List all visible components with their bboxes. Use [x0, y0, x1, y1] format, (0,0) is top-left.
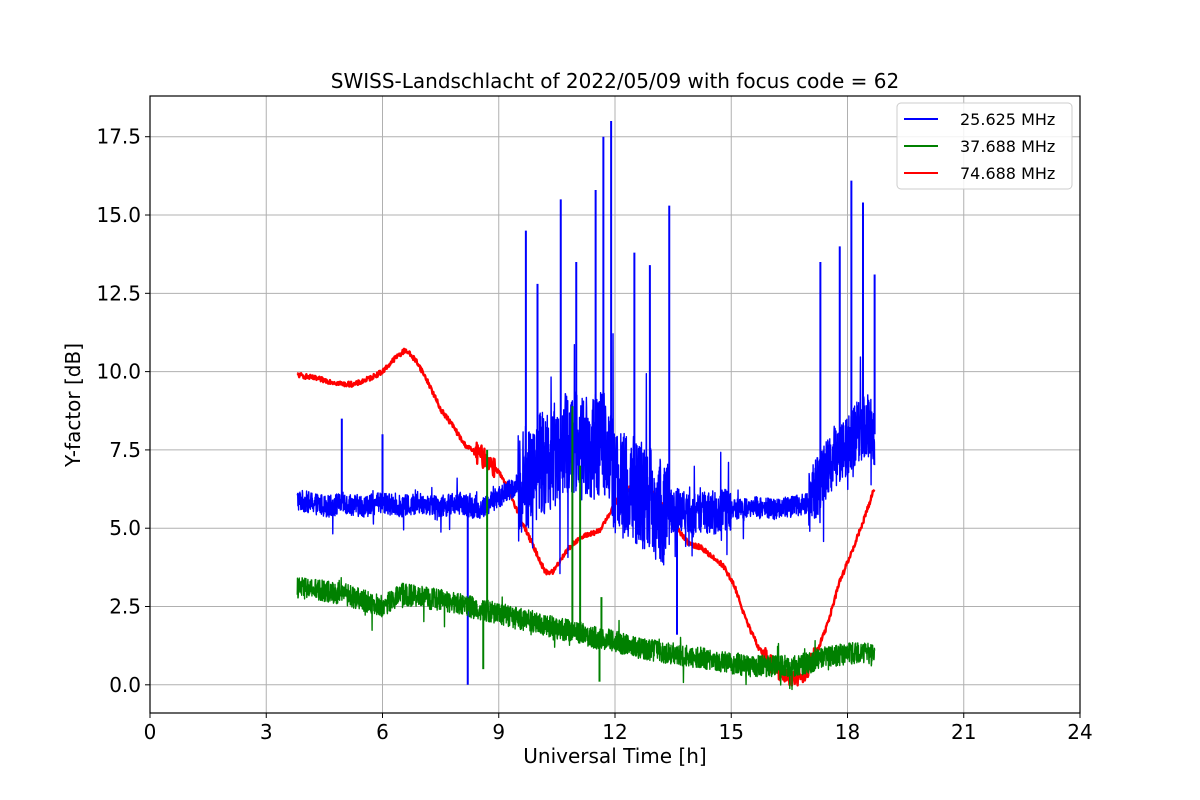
y-tick-label: 12.5	[96, 281, 141, 305]
y-tick-label: 2.5	[109, 595, 141, 619]
x-tick-label: 21	[951, 720, 976, 744]
legend-label: 37.688 MHz	[960, 137, 1055, 156]
y-tick-label: 10.0	[96, 360, 141, 384]
legend-label: 25.625 MHz	[960, 110, 1055, 129]
legend-label: 74.688 MHz	[960, 164, 1055, 183]
legend: 25.625 MHz 37.688 MHz 74.688 MHz	[896, 102, 1073, 190]
y-tick-label: 17.5	[96, 125, 141, 149]
chart-title: SWISS-Landschlacht of 2022/05/09 with fo…	[331, 69, 899, 93]
x-tick-label: 24	[1067, 720, 1092, 744]
ticks: 0 3 6 9 12 15 18 21 24 0.0 2.5 5.0 7.5 10.0 12.5 15.0 17…	[96, 125, 1092, 744]
y-tick-label: 0.0	[109, 673, 141, 697]
series-layer	[296, 121, 876, 691]
y-axis-label: Y-factor [dB]	[61, 343, 85, 468]
x-axis-label: Universal Time [h]	[523, 744, 706, 768]
x-tick-label: 9	[492, 720, 505, 744]
x-tick-label: 0	[144, 720, 157, 744]
x-tick-label: 12	[602, 720, 627, 744]
series-line	[296, 333, 876, 575]
x-tick-label: 18	[835, 720, 860, 744]
y-tick-label: 5.0	[109, 516, 141, 540]
y-tick-label: 7.5	[109, 438, 141, 462]
y-tick-label: 15.0	[96, 203, 141, 227]
x-tick-label: 6	[376, 720, 389, 744]
series-line	[296, 577, 876, 691]
x-tick-label: 15	[719, 720, 744, 744]
x-tick-label: 3	[260, 720, 273, 744]
legend-box	[896, 102, 1073, 190]
